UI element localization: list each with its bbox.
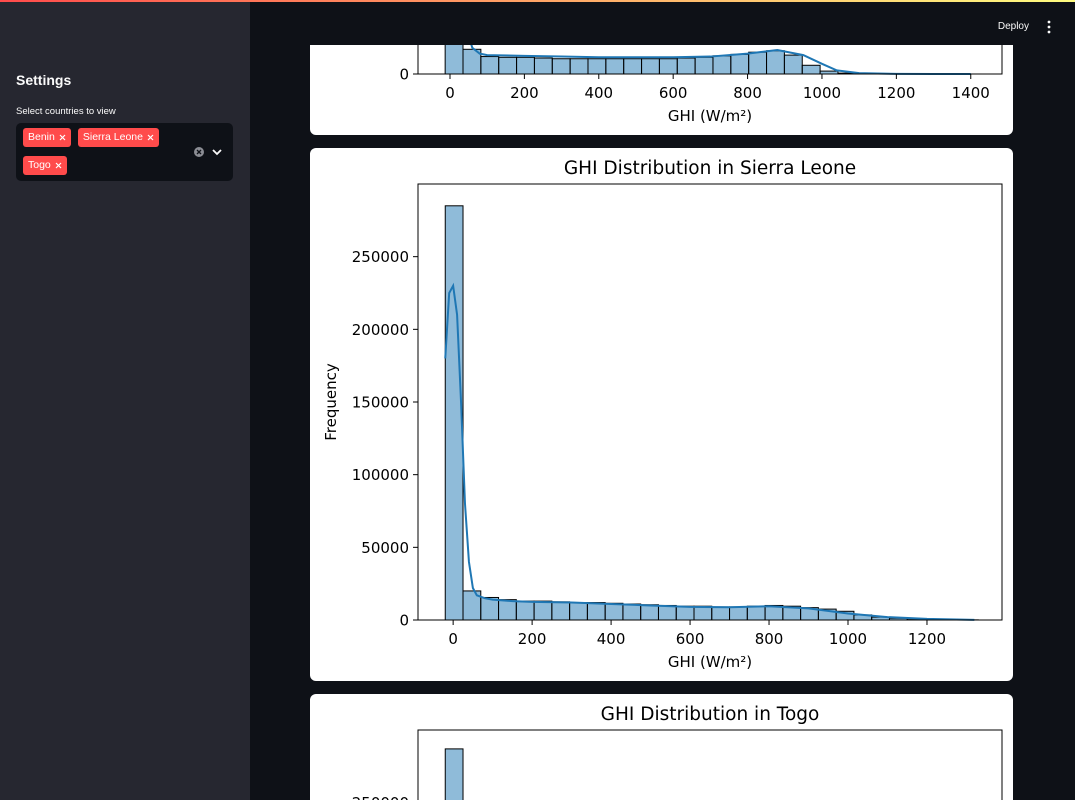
histogram-bar: [748, 51, 768, 75]
menu-button[interactable]: [1046, 20, 1052, 34]
y-tick-label: 0: [399, 612, 409, 630]
chip-remove[interactable]: [59, 134, 66, 141]
chart-title: GHI Distribution in Sierra Leone: [564, 158, 856, 179]
chip[interactable]: Sierra Leone: [77, 128, 159, 147]
multiselect[interactable]: Benin Sierra Leone Togo: [16, 123, 233, 181]
y-tick-label: 50000: [361, 539, 409, 557]
x-tick-label: 800: [733, 84, 762, 102]
x-tick-label: 600: [676, 630, 705, 648]
chip-label: Benin: [28, 131, 55, 143]
chart-card: [310, 148, 1013, 681]
histogram-bar: [729, 606, 748, 621]
x-tick-label: 1000: [829, 630, 867, 648]
histogram-bar: [569, 602, 588, 621]
histogram-bar: [766, 50, 785, 75]
x-tick-label: 1200: [877, 84, 915, 102]
chart-title: GHI Distribution in Togo: [601, 704, 820, 725]
x-tick-label: 200: [518, 630, 547, 648]
histogram-bar: [569, 58, 589, 75]
chart-card: [310, 694, 1013, 800]
chip[interactable]: Benin: [23, 128, 71, 147]
x-tick-label: 1200: [908, 630, 946, 648]
x-tick-label: 1000: [803, 84, 841, 102]
histogram-bar: [533, 57, 553, 75]
app-header: Deploy: [250, 0, 1075, 45]
histogram-bar: [498, 56, 518, 75]
chip[interactable]: Togo: [23, 156, 67, 175]
histogram-bar: [586, 602, 606, 621]
multiselect-controls[interactable]: [193, 145, 223, 159]
x-tick-label: 0: [445, 84, 455, 102]
x-axis-label: GHI (W/m²): [668, 107, 752, 125]
y-tick-label: 0: [399, 66, 409, 84]
x-tick-label: 1400: [952, 84, 990, 102]
kde-line: [444, 282, 975, 621]
histogram-bar: [801, 64, 821, 75]
chip-remove[interactable]: [147, 134, 154, 141]
histogram-bar: [657, 604, 677, 621]
kde-line: [462, 0, 971, 75]
histogram-bar: [730, 53, 750, 75]
histogram-bar: [711, 606, 731, 621]
histogram-bar: [604, 602, 624, 621]
y-tick-label: 250000: [352, 248, 409, 266]
main-area: 0 200 400 600 800 1000 1200 1400 0 GHI (W/m²) GHI …: [310, 0, 1013, 800]
histogram-bar: [515, 600, 535, 621]
plot-frame: [417, 729, 1003, 800]
histogram-bar: [694, 56, 714, 75]
histogram-bar: [516, 56, 535, 75]
multiselect-label: Select countries to view: [16, 106, 116, 117]
sidebar-title: Settings: [16, 72, 72, 88]
x-tick-label: 800: [755, 630, 784, 648]
x-tick-label: 200: [510, 84, 539, 102]
histogram-bar: [675, 605, 695, 621]
y-tick-label: 200000: [352, 321, 409, 339]
histogram-bar: [480, 56, 500, 75]
histogram-bar: [746, 605, 766, 621]
histogram-bar: [444, 748, 464, 800]
chip-label: Sierra Leone: [82, 131, 143, 143]
x-tick-label: 400: [584, 84, 613, 102]
histogram-bar: [622, 603, 642, 621]
sidebar: Settings Select countries to view Benin S…: [0, 0, 250, 800]
top-decoration: [0, 0, 1075, 2]
histogram-bar: [693, 605, 713, 621]
x-axis-label: GHI (W/m²): [668, 653, 752, 671]
plot-frame: [417, 0, 1003, 75]
chip-remove[interactable]: [55, 162, 62, 169]
deploy-button[interactable]: Deploy: [997, 21, 1029, 32]
histogram-bar: [640, 604, 659, 621]
histogram-bar: [605, 58, 625, 75]
histogram-bar: [641, 58, 660, 75]
histogram-bar: [676, 57, 696, 75]
chip-label: Togo: [28, 159, 51, 171]
histogram-bar: [712, 55, 732, 75]
histogram-bar: [551, 601, 571, 621]
histogram-bar: [444, 205, 464, 621]
histogram-bar: [551, 58, 571, 75]
y-tick-label: 250000: [352, 794, 409, 800]
y-tick-label: 150000: [352, 394, 409, 412]
x-tick-label: 600: [659, 84, 688, 102]
histogram-bar: [587, 58, 607, 75]
histogram-bar: [783, 54, 803, 75]
chip-list: Benin Sierra Leone Togo: [23, 128, 183, 175]
histogram-bar: [658, 58, 678, 75]
histogram-bar: [533, 600, 553, 621]
x-tick-label: 400: [597, 630, 626, 648]
histogram-bar: [498, 599, 517, 621]
y-tick-label: 100000: [352, 466, 409, 484]
x-tick-label: 0: [448, 630, 458, 648]
histogram-bar: [623, 58, 643, 75]
y-axis-label: Frequency: [322, 363, 340, 441]
